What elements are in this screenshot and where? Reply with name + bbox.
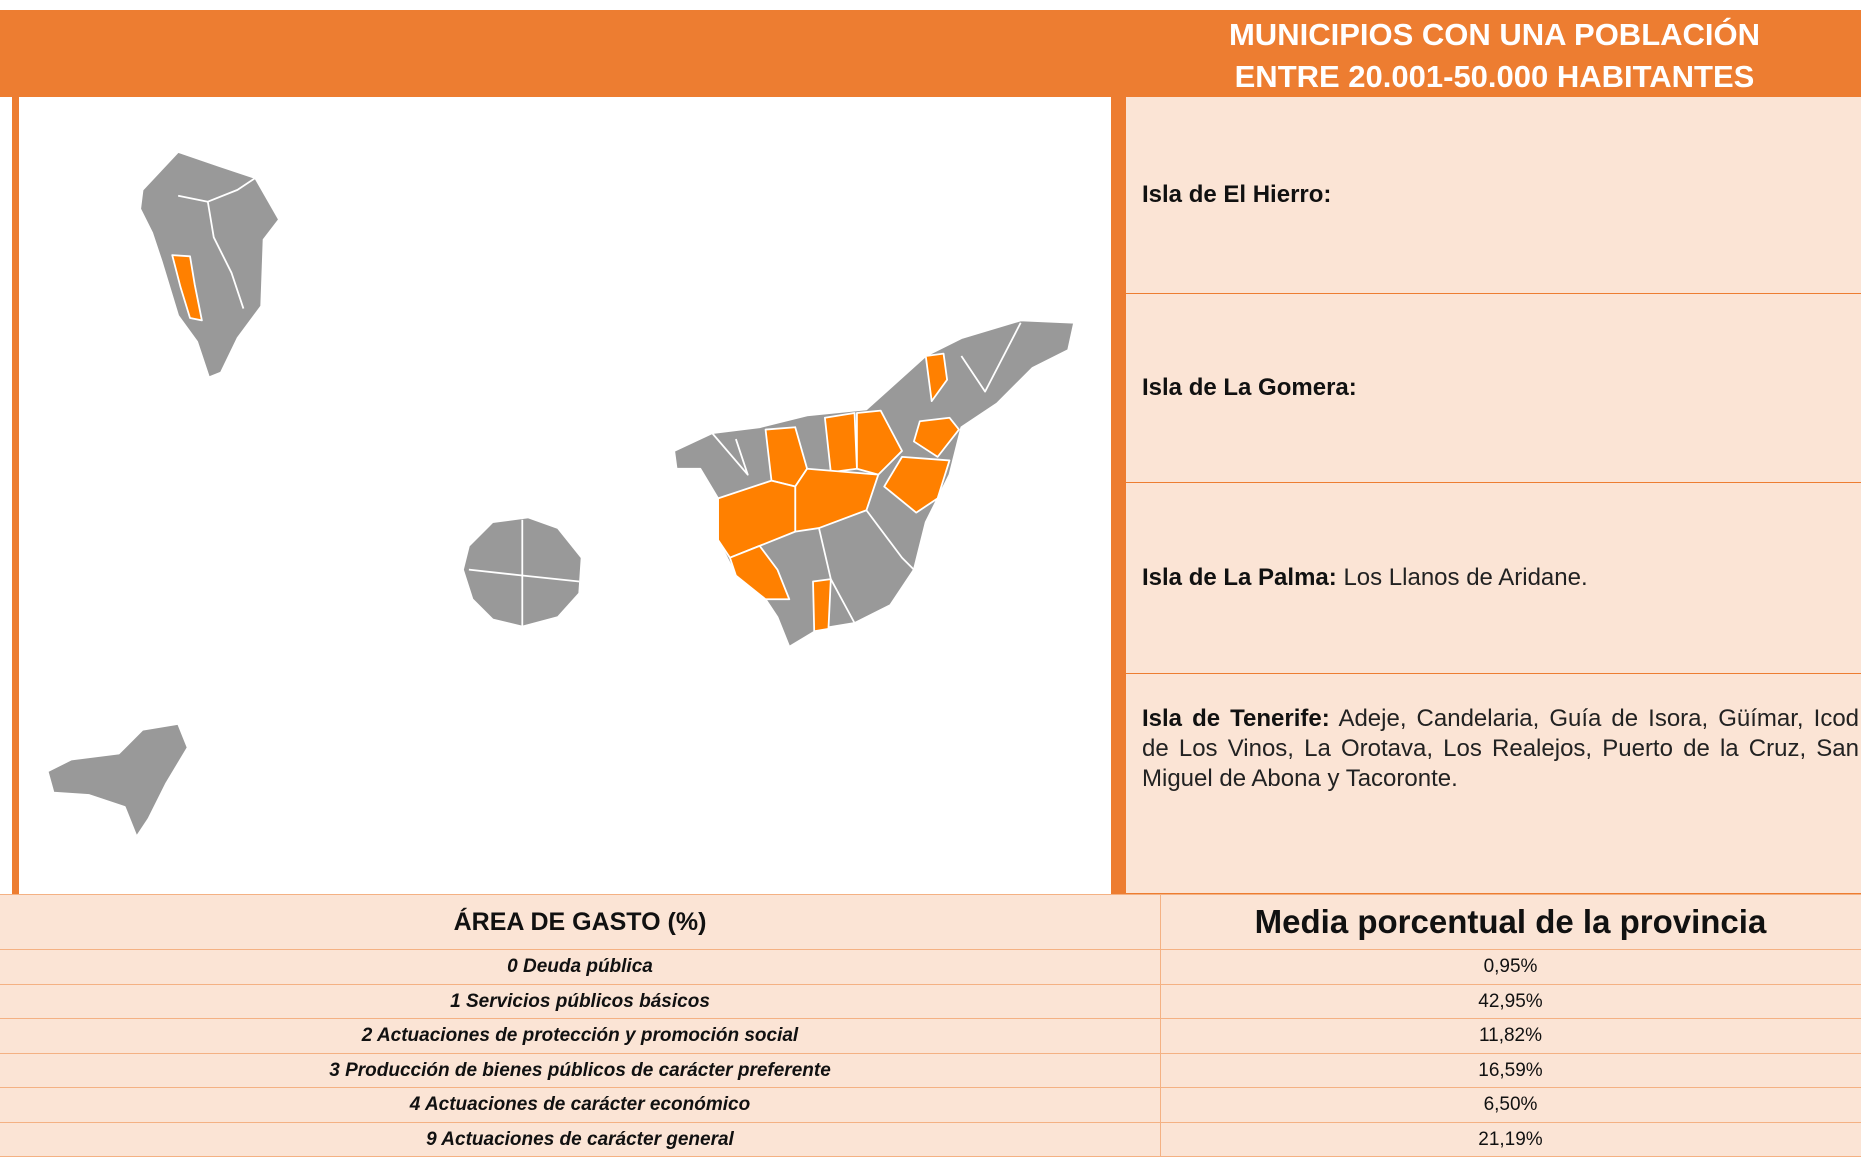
area-label: 3 Producción de bienes públicos de carác… (329, 1059, 831, 1081)
island-cell: Isla de Tenerife: Adeje, Candelaria, Guí… (1126, 674, 1861, 894)
municipality-highlight (729, 544, 791, 601)
boundary (206, 201, 245, 309)
island-label: Isla de La Gomera: (1142, 374, 1357, 401)
municipality-highlight (924, 352, 949, 402)
border (12, 97, 19, 894)
island-cell: Isla de La Gomera: (1126, 294, 1861, 483)
island-label: Isla de El Hierro: (1142, 181, 1332, 208)
area-value: 0,95% (1483, 956, 1538, 978)
municipality-highlight (812, 578, 832, 633)
boundary (711, 432, 749, 476)
title: MUNICIPIOS CON UNA POBLACIÓN ENTRE 20.00… (1128, 10, 1861, 97)
area-label: 1 Servicios públicos básicos (450, 990, 710, 1012)
header-bar (0, 10, 1861, 97)
table-row (0, 950, 1861, 985)
municipality-highlight (856, 409, 903, 476)
table-row (0, 1019, 1861, 1054)
island-el-hierro (46, 722, 189, 838)
column-divider (1160, 894, 1161, 1157)
island-label: Isla de La Palma: (1142, 564, 1337, 591)
area-label: 0 Deuda pública (507, 956, 653, 978)
border (1111, 97, 1126, 894)
area-label: 2 Actuaciones de protección y promoción … (361, 1025, 799, 1047)
island-text: Los Llanos de Aridane. (1343, 564, 1588, 591)
municipality-highlight (171, 254, 203, 322)
area-value: 42,95% (1478, 990, 1543, 1012)
municipality-highlight (883, 455, 951, 514)
island-cell: Isla de El Hierro: (1126, 97, 1861, 294)
table-header (0, 894, 1861, 950)
boundary (177, 177, 256, 203)
boundary (818, 527, 856, 624)
island-text: Adeje, Candelaria, Guía de Isora, Güímar… (1142, 705, 1860, 792)
area-label: 9 Actuaciones de carácter general (426, 1128, 734, 1150)
table-row (0, 984, 1861, 1019)
area-value: 21,19% (1478, 1128, 1543, 1150)
island-la-palma (139, 151, 280, 379)
area-value: 11,82% (1478, 1025, 1543, 1047)
title-line: MUNICIPIOS CON UNA POBLACIÓN (1228, 17, 1761, 52)
area-value: 16,59% (1478, 1059, 1543, 1081)
area-value: 6,50% (1483, 1094, 1538, 1116)
area-label: 4 Actuaciones de carácter económico (409, 1094, 751, 1116)
boundary (960, 322, 1022, 393)
island-label: Isla de Tenerife: (1142, 705, 1330, 732)
municipality-highlight (912, 416, 960, 458)
municipality-highlight (717, 479, 797, 559)
column-header: Media porcentual de la provincia (1254, 903, 1767, 940)
table-row (0, 1053, 1861, 1088)
boundary (865, 509, 915, 571)
municipality-highlight (823, 412, 858, 474)
table-row (0, 1088, 1861, 1123)
table-row (0, 1122, 1861, 1157)
island-cell: Isla de La Palma: Los Llanos de Aridane. (1126, 483, 1861, 674)
title-line: ENTRE 20.001-50.000 HABITANTES (1234, 59, 1755, 94)
column-header: ÁREA DE GASTO (%) (453, 907, 707, 936)
